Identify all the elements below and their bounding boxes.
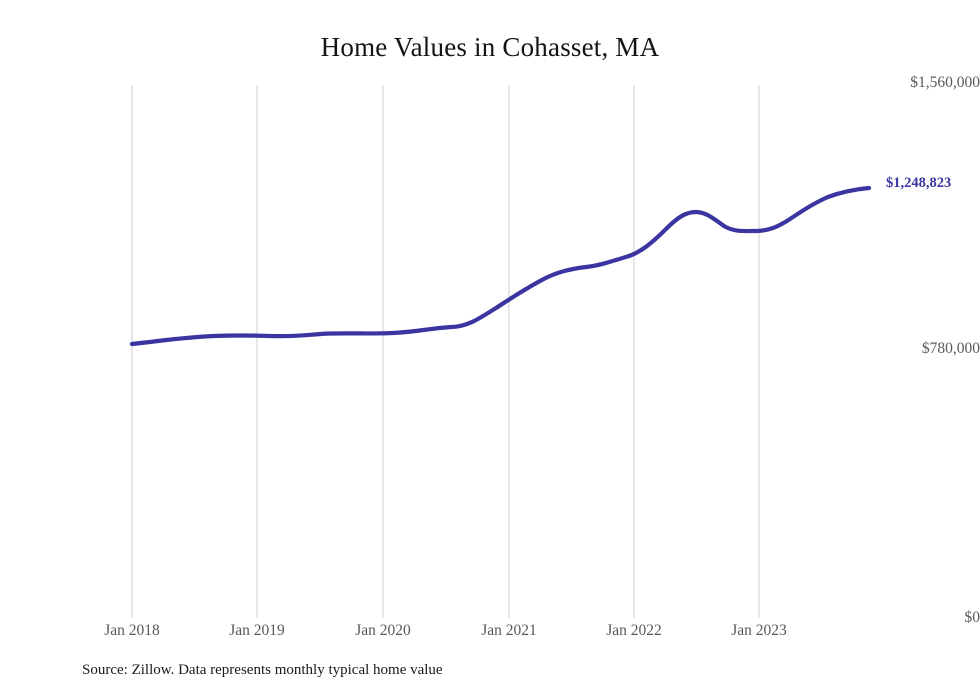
- y-axis-tick-label-mid: $780,000: [921, 340, 980, 357]
- x-axis-tick-label: Jan 2018: [104, 622, 160, 639]
- series-line-typical-home-value: [129, 185, 872, 347]
- chart-title: Home Values in Cohasset, MA: [320, 32, 660, 62]
- end-value-annotation: $1,248,823: [886, 175, 952, 191]
- x-axis-tick-label: Jan 2021: [481, 622, 537, 639]
- y-axis-tick-label-top: $1,560,000: [910, 74, 980, 91]
- y-axis-tick-label-zero: $0: [964, 609, 980, 626]
- x-axis-tick-label: Jan 2023: [731, 622, 787, 639]
- source-note: Source: Zillow. Data represents monthly …: [82, 662, 443, 678]
- gridlines: [131, 85, 760, 618]
- x-axis-tick-label: Jan 2019: [229, 622, 285, 639]
- x-axis-tick-label: Jan 2022: [606, 622, 662, 639]
- x-axis-tick-label: Jan 2020: [355, 622, 411, 639]
